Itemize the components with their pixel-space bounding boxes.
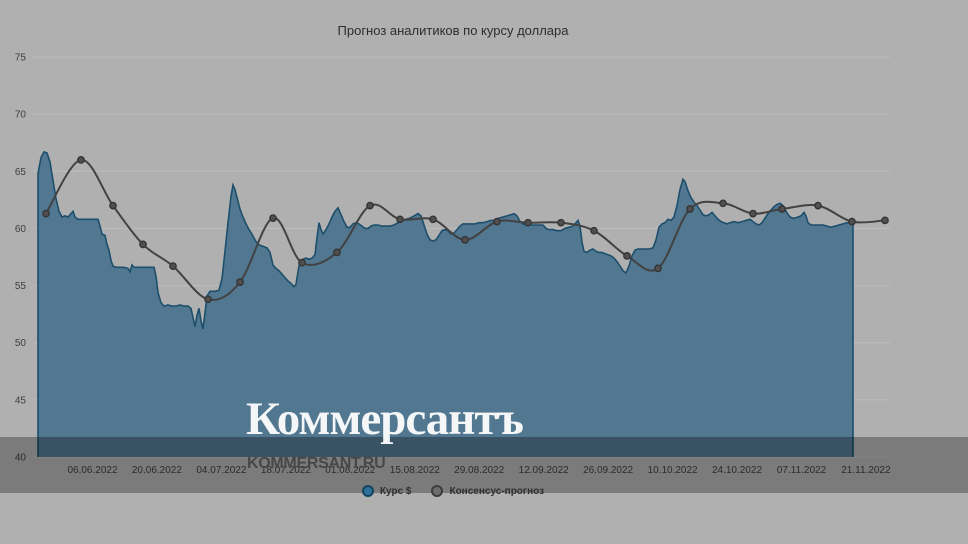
consensus-marker-point[interactable]	[269, 214, 277, 222]
x-axis-labels: 06.06.2022 20.06.2022 04.07.2022 18.07.2022…	[67, 465, 891, 476]
y-tick-label: 60	[15, 224, 27, 235]
consensus-markers[interactable]	[42, 156, 889, 304]
legend-label-consensus: Консенсус-прогноз	[449, 485, 545, 497]
consensus-marker-point[interactable]	[557, 218, 565, 227]
legend: Курс $ Консенсус-прогноз	[0, 485, 906, 497]
y-tick-label: 70	[15, 110, 27, 121]
consensus-marker-point[interactable]	[169, 262, 177, 270]
x-tick-label: 15.08.2022	[390, 465, 440, 476]
x-tick-label: 10.10.2022	[648, 465, 698, 476]
kurs-series-dot-icon	[361, 485, 374, 497]
consensus-marker-point[interactable]	[848, 217, 856, 226]
consensus-marker-point[interactable]	[139, 240, 147, 249]
consensus-marker-point[interactable]	[333, 248, 341, 257]
x-tick-label: 18.07.2022	[261, 465, 311, 476]
consensus-marker-point[interactable]	[429, 215, 437, 224]
x-tick-label: 26.09.2022	[583, 465, 633, 476]
x-tick-label: 07.11.2022	[777, 465, 827, 476]
consensus-marker-point[interactable]	[814, 201, 822, 210]
legend-item-kurs[interactable]: Курс $	[361, 485, 412, 497]
consensus-marker-point[interactable]	[778, 205, 786, 213]
watermark-band	[0, 437, 968, 493]
x-tick-label: 24.10.2022	[712, 465, 762, 476]
y-tick-label: 55	[15, 281, 27, 292]
consensus-marker-point[interactable]	[109, 201, 117, 210]
consensus-marker-point[interactable]	[493, 217, 501, 226]
x-tick-label: 12.09.2022	[519, 465, 569, 476]
legend-item-consensus[interactable]: Консенсус-прогноз	[431, 485, 544, 497]
consensus-marker-point[interactable]	[654, 264, 662, 273]
y-tick-label: 50	[15, 338, 27, 349]
x-tick-label: 04.07.2022	[196, 465, 246, 476]
consensus-marker-point[interactable]	[42, 209, 50, 218]
page-title: Прогноз аналитиков по курсу доллара	[337, 23, 569, 38]
consensus-marker-point[interactable]	[881, 216, 889, 225]
consensus-marker-point[interactable]	[524, 218, 532, 227]
consensus-marker-point[interactable]	[77, 156, 85, 164]
consensus-marker-point[interactable]	[623, 252, 631, 260]
consensus-marker-point[interactable]	[590, 226, 598, 235]
x-tick-label: 01.08.2022	[325, 465, 375, 476]
consensus-marker-point[interactable]	[686, 205, 694, 213]
consensus-marker-point[interactable]	[366, 201, 374, 210]
consensus-marker-point[interactable]	[204, 295, 212, 304]
consensus-marker-point[interactable]	[719, 199, 727, 208]
y-axis-labels: 75 70 65 60 55 50 45 40	[15, 53, 27, 464]
y-tick-label: 75	[15, 53, 27, 64]
x-tick-label: 06.06.2022	[67, 465, 117, 476]
consensus-marker-point[interactable]	[396, 215, 404, 224]
kommersant-logo: Коммерсантъ	[246, 393, 524, 445]
x-tick-label: 21.11.2022	[841, 465, 891, 476]
consensus-marker-point[interactable]	[236, 278, 244, 286]
consensus-marker-point[interactable]	[461, 236, 469, 244]
y-tick-label: 45	[15, 395, 27, 406]
y-tick-label: 65	[15, 167, 27, 178]
kurs-area-series[interactable]	[37, 150, 854, 457]
consensus-marker-point[interactable]	[298, 258, 306, 267]
x-tick-label: 20.06.2022	[132, 465, 182, 476]
x-tick-label: 29.08.2022	[454, 465, 504, 476]
kommersant-url: KOMMERSANT.RU	[247, 455, 386, 472]
consensus-series-dot-icon	[431, 485, 444, 497]
y-tick-label: 40	[15, 453, 27, 464]
legend-label-kurs: Курс $	[379, 485, 412, 497]
consensus-marker-point[interactable]	[749, 209, 757, 218]
